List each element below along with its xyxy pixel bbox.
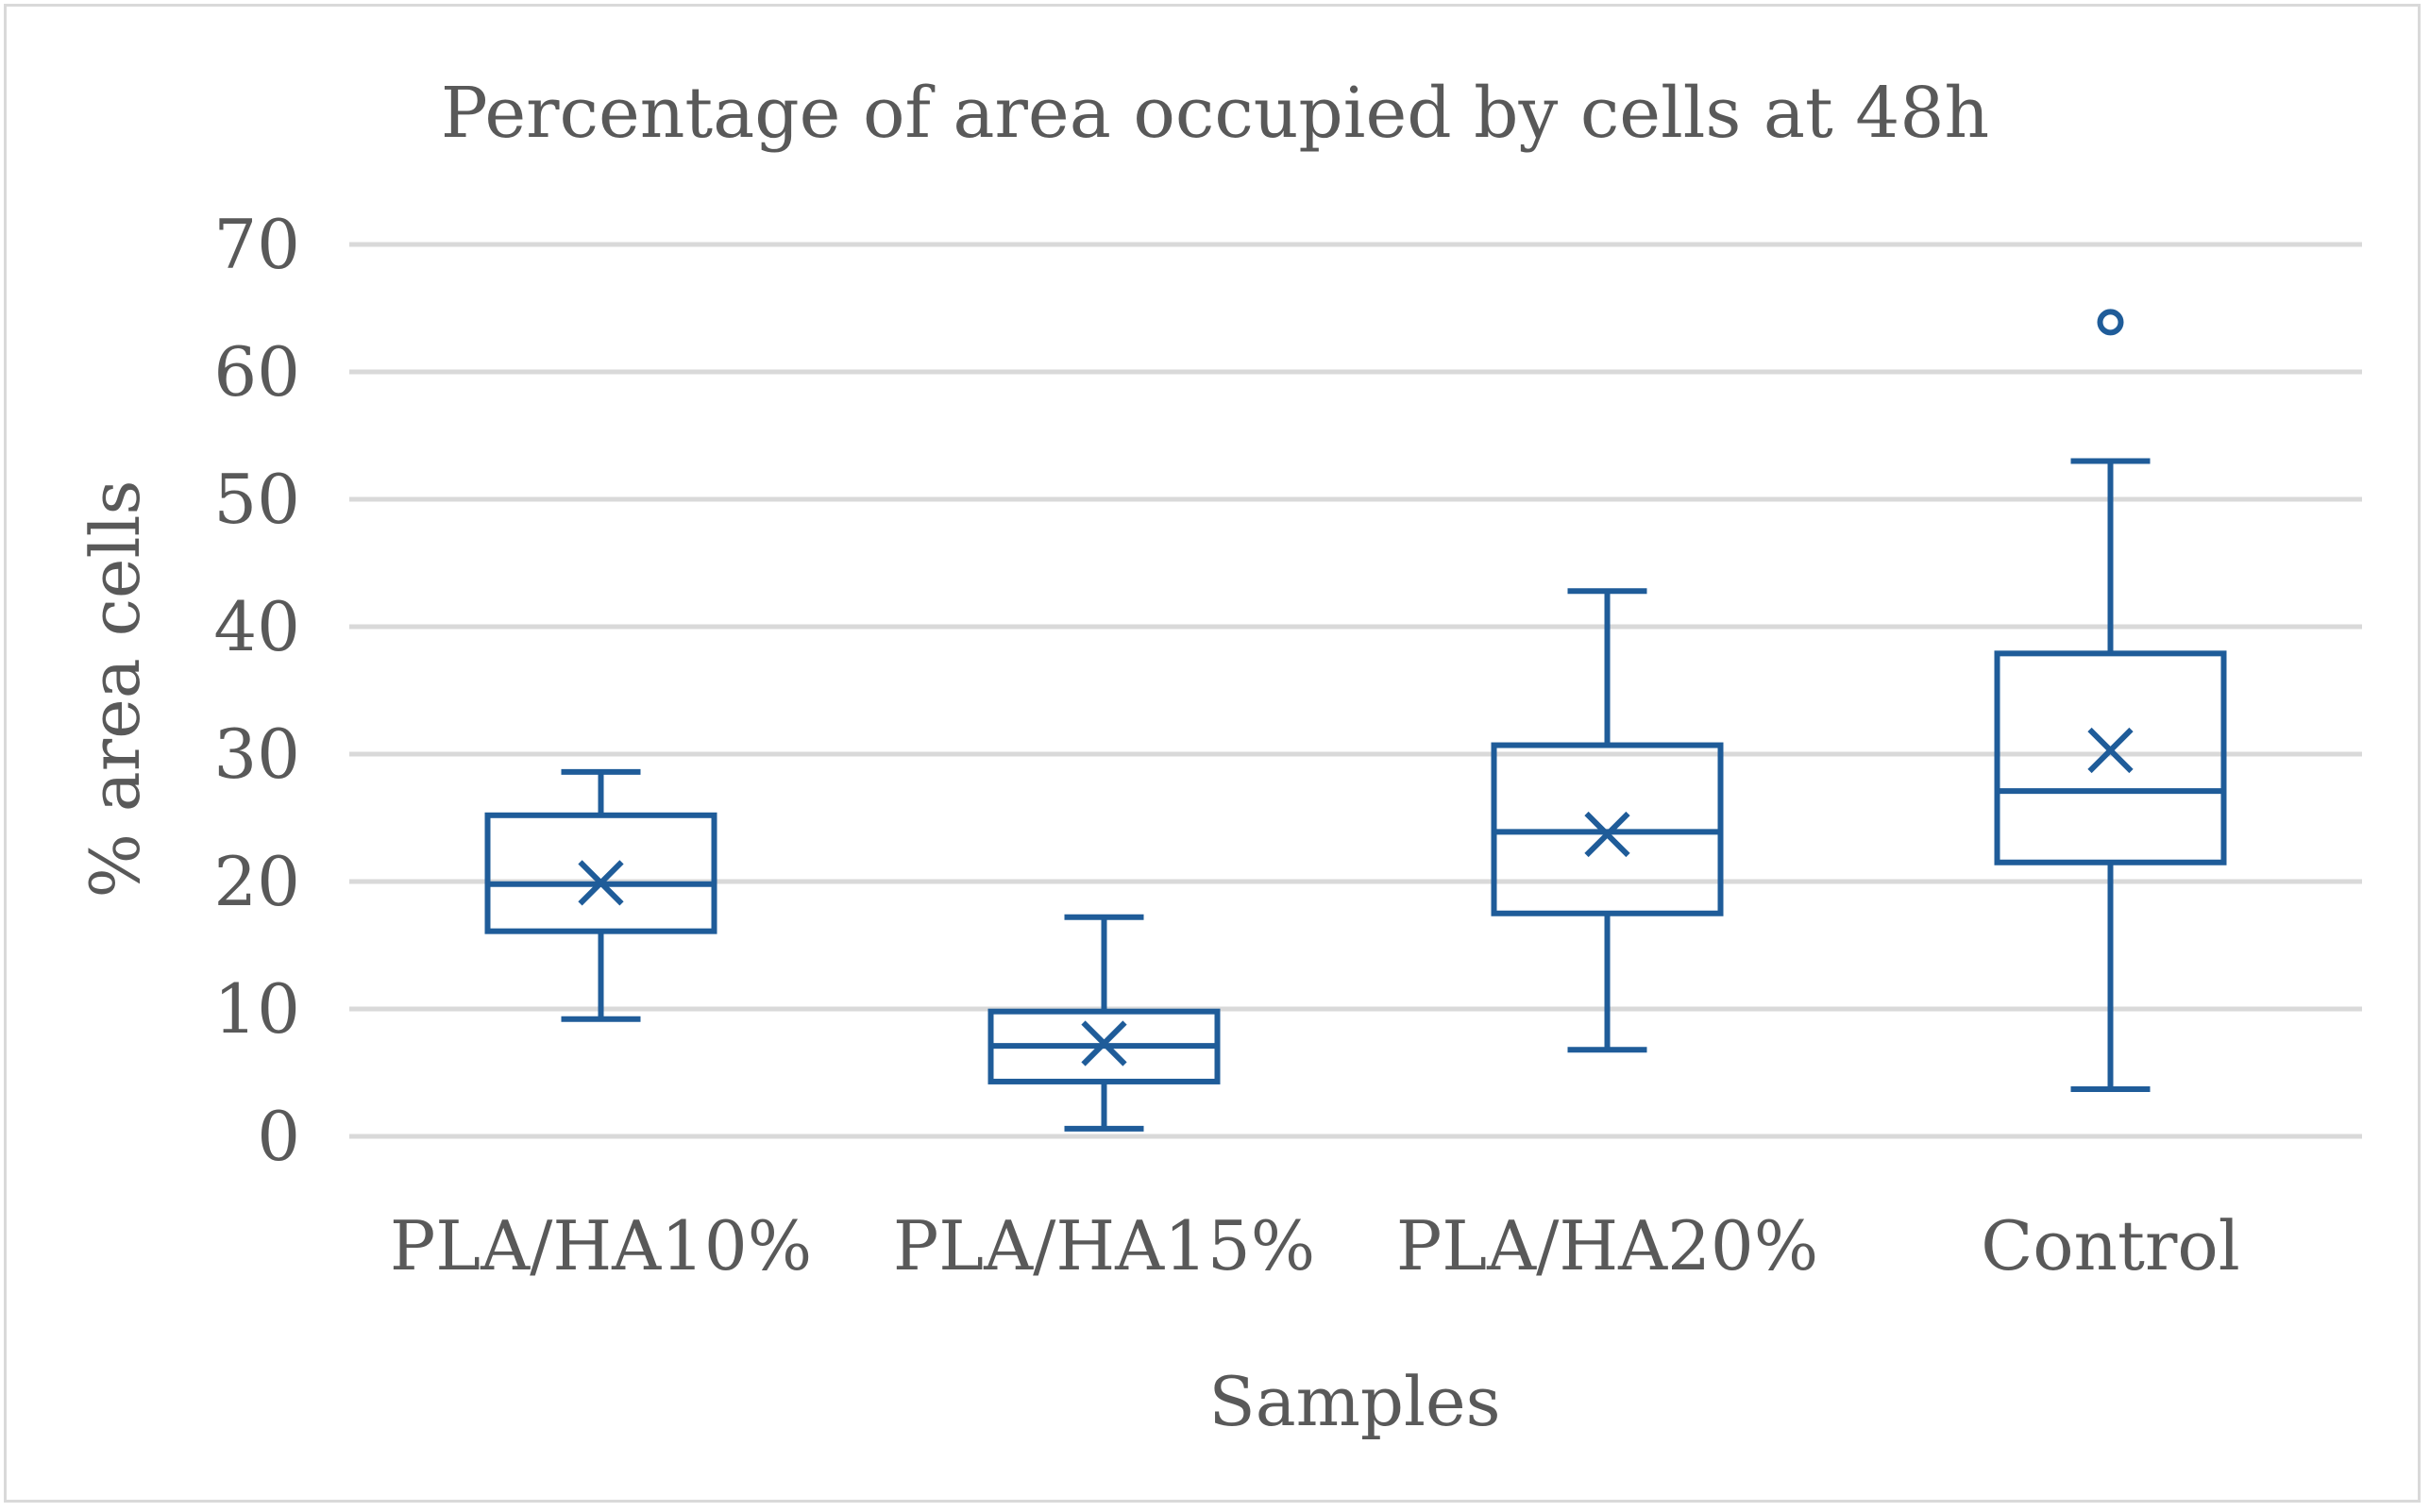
y-tick-label: 60 — [213, 332, 300, 412]
x-category-label: PLA/HA10% — [390, 1206, 812, 1285]
y-tick-label: 30 — [213, 714, 300, 794]
outlier-point — [2097, 309, 2124, 336]
box-group — [1491, 588, 1724, 1053]
iqr-box — [484, 812, 717, 934]
x-category-label: PLA/HA15% — [893, 1206, 1315, 1285]
y-tick-label: 10 — [213, 969, 300, 1049]
iqr-box — [1994, 650, 2227, 865]
chart-title: Percentage of area occupied by cells at … — [441, 73, 1989, 154]
mean-marker — [2087, 727, 2134, 774]
gridlines — [349, 242, 2362, 1139]
box-group — [987, 914, 1221, 1132]
y-tick-label: 70 — [213, 205, 300, 284]
y-axis-title: % area cells — [76, 479, 155, 898]
box-group — [484, 768, 717, 1022]
y-tick-label: 20 — [213, 842, 300, 921]
y-axis-ticks: 0 10 20 30 40 50 60 70 — [213, 205, 300, 1176]
x-category-label: Control — [1981, 1206, 2240, 1285]
x-axis-title: Samples — [1208, 1362, 1500, 1441]
y-tick-label: 40 — [213, 587, 300, 666]
box-series — [484, 309, 2227, 1132]
x-category-label: PLA/HA20% — [1396, 1206, 1818, 1285]
chart-frame — [4, 4, 2421, 1503]
x-axis-categories: PLA/HA10% PLA/HA15% PLA/HA20% Control — [390, 1206, 2240, 1285]
mean-marker — [1081, 1020, 1127, 1067]
y-tick-label: 50 — [213, 460, 300, 539]
mean-marker — [578, 860, 624, 906]
y-tick-label: 0 — [257, 1097, 300, 1176]
box-group — [1994, 309, 2227, 1093]
mean-marker — [1584, 811, 1630, 858]
